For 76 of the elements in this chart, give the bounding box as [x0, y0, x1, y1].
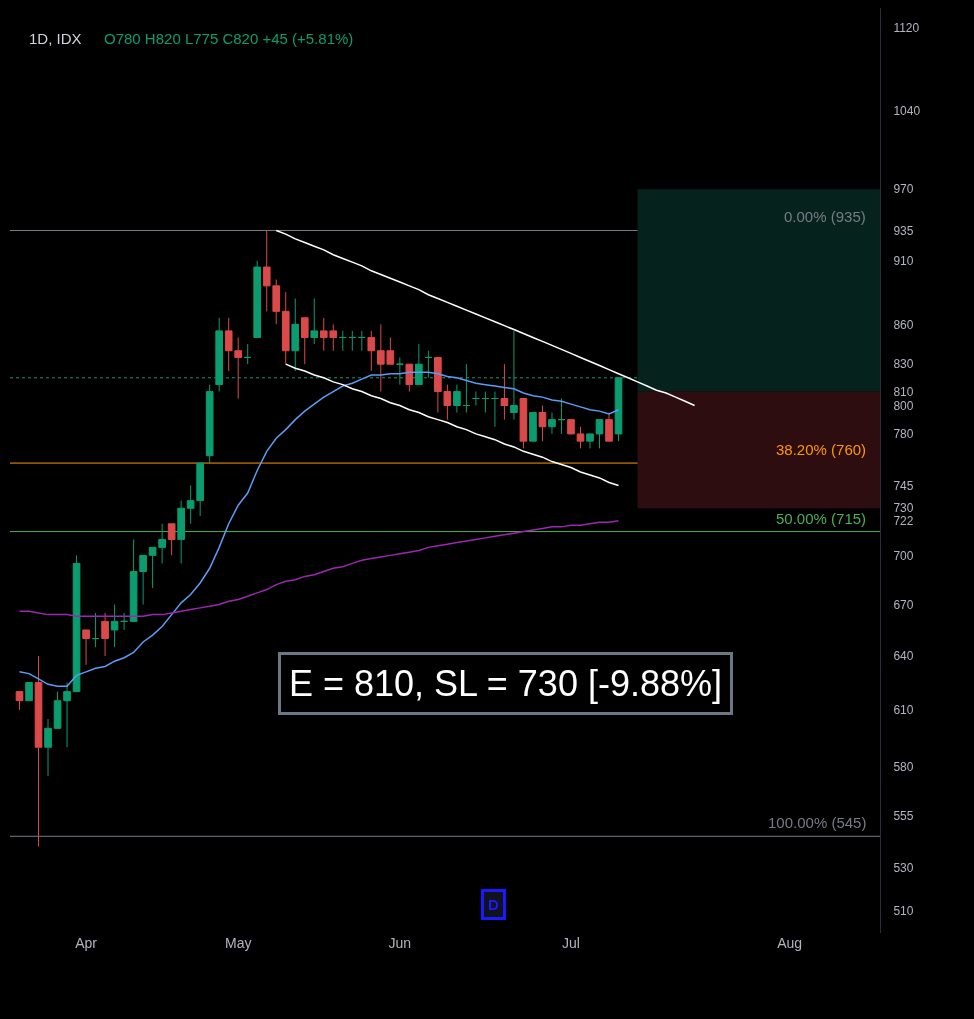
candlestick	[91, 612, 100, 648]
candlestick	[44, 718, 52, 777]
x-tick-label: May	[224, 935, 252, 951]
candlestick	[243, 343, 252, 365]
candlestick	[300, 317, 309, 365]
text: 1D, IDX	[29, 30, 82, 47]
y-tick-label: 800	[893, 398, 914, 413]
line-series	[284, 363, 620, 487]
candlestick	[472, 391, 480, 406]
y-tick-label: 610	[893, 703, 914, 718]
y-tick-label: 722	[893, 513, 914, 528]
x-tick-label: Jun	[388, 935, 412, 951]
candlestick	[281, 291, 290, 365]
y-tick-label: 1120	[893, 21, 920, 36]
line-series	[275, 229, 696, 407]
candlestick	[15, 691, 24, 711]
candlestick	[576, 426, 585, 449]
ref-line-label: 100.00% (545)	[768, 814, 867, 831]
y-tick-label: 860	[893, 317, 914, 332]
y-tick-label: 670	[893, 597, 914, 612]
x-tick-label: Apr	[75, 935, 98, 951]
y-tick-label: 580	[893, 759, 914, 774]
x-tick-label: Jul	[562, 935, 580, 951]
candlestick	[167, 523, 176, 556]
candlestick	[357, 330, 366, 352]
candlestick	[177, 500, 185, 564]
candlestick	[205, 384, 214, 464]
candlestick	[25, 682, 33, 702]
candlestick	[595, 419, 604, 449]
candlestick	[405, 363, 414, 393]
candlestick	[538, 405, 547, 442]
candlestick	[101, 612, 109, 657]
candlestick	[120, 612, 128, 631]
line-series	[18, 519, 620, 618]
text: O780 H820 L775 C820 +45 (+5.81%)	[104, 30, 354, 47]
candlestick	[110, 604, 119, 648]
y-tick-label: 830	[893, 357, 914, 372]
candlestick	[586, 433, 594, 449]
candlestick	[453, 384, 461, 414]
y-tick-label: 530	[893, 860, 914, 875]
y-tick-label: 700	[893, 548, 914, 563]
y-tick-label: 730	[893, 501, 914, 516]
y-tick-label: 1040	[893, 104, 921, 119]
candlestick	[72, 554, 81, 693]
x-tick-label: Aug	[777, 935, 803, 951]
candlestick	[310, 298, 319, 345]
candlestick	[291, 298, 300, 372]
y-tick-label: 510	[893, 903, 914, 918]
candlestick	[491, 391, 499, 428]
ref-line-label: 0.00% (935)	[784, 208, 866, 225]
candlestick	[367, 330, 376, 372]
annotation: E = 810, SL = 730 [-9.88%]	[289, 663, 722, 704]
candlestick	[519, 398, 528, 449]
candlestick	[567, 419, 575, 435]
candlestick	[348, 330, 357, 352]
y-tick-label: 555	[893, 809, 914, 824]
y-tick-label: 780	[893, 427, 914, 442]
candlestick	[338, 330, 347, 352]
candlestick	[548, 412, 556, 435]
y-tick-label: 745	[893, 478, 914, 493]
ref-line-label: 50.00% (715)	[776, 510, 867, 527]
y-tick-label: 640	[893, 649, 914, 664]
ref-line-label: 38.20% (760)	[776, 441, 867, 458]
candlestick	[34, 655, 43, 848]
candlestick	[82, 629, 90, 666]
candlestick	[557, 398, 566, 435]
candlestick	[605, 412, 613, 442]
candlestick	[529, 412, 537, 442]
annotation: D	[488, 896, 499, 913]
candlestick	[253, 260, 262, 338]
candlestick	[481, 391, 490, 414]
y-tick-label: 810	[893, 384, 914, 399]
y-tick-label: 970	[893, 182, 914, 197]
y-tick-label: 935	[893, 223, 914, 238]
y-tick-label: 910	[893, 254, 914, 269]
candlestick	[500, 363, 509, 421]
